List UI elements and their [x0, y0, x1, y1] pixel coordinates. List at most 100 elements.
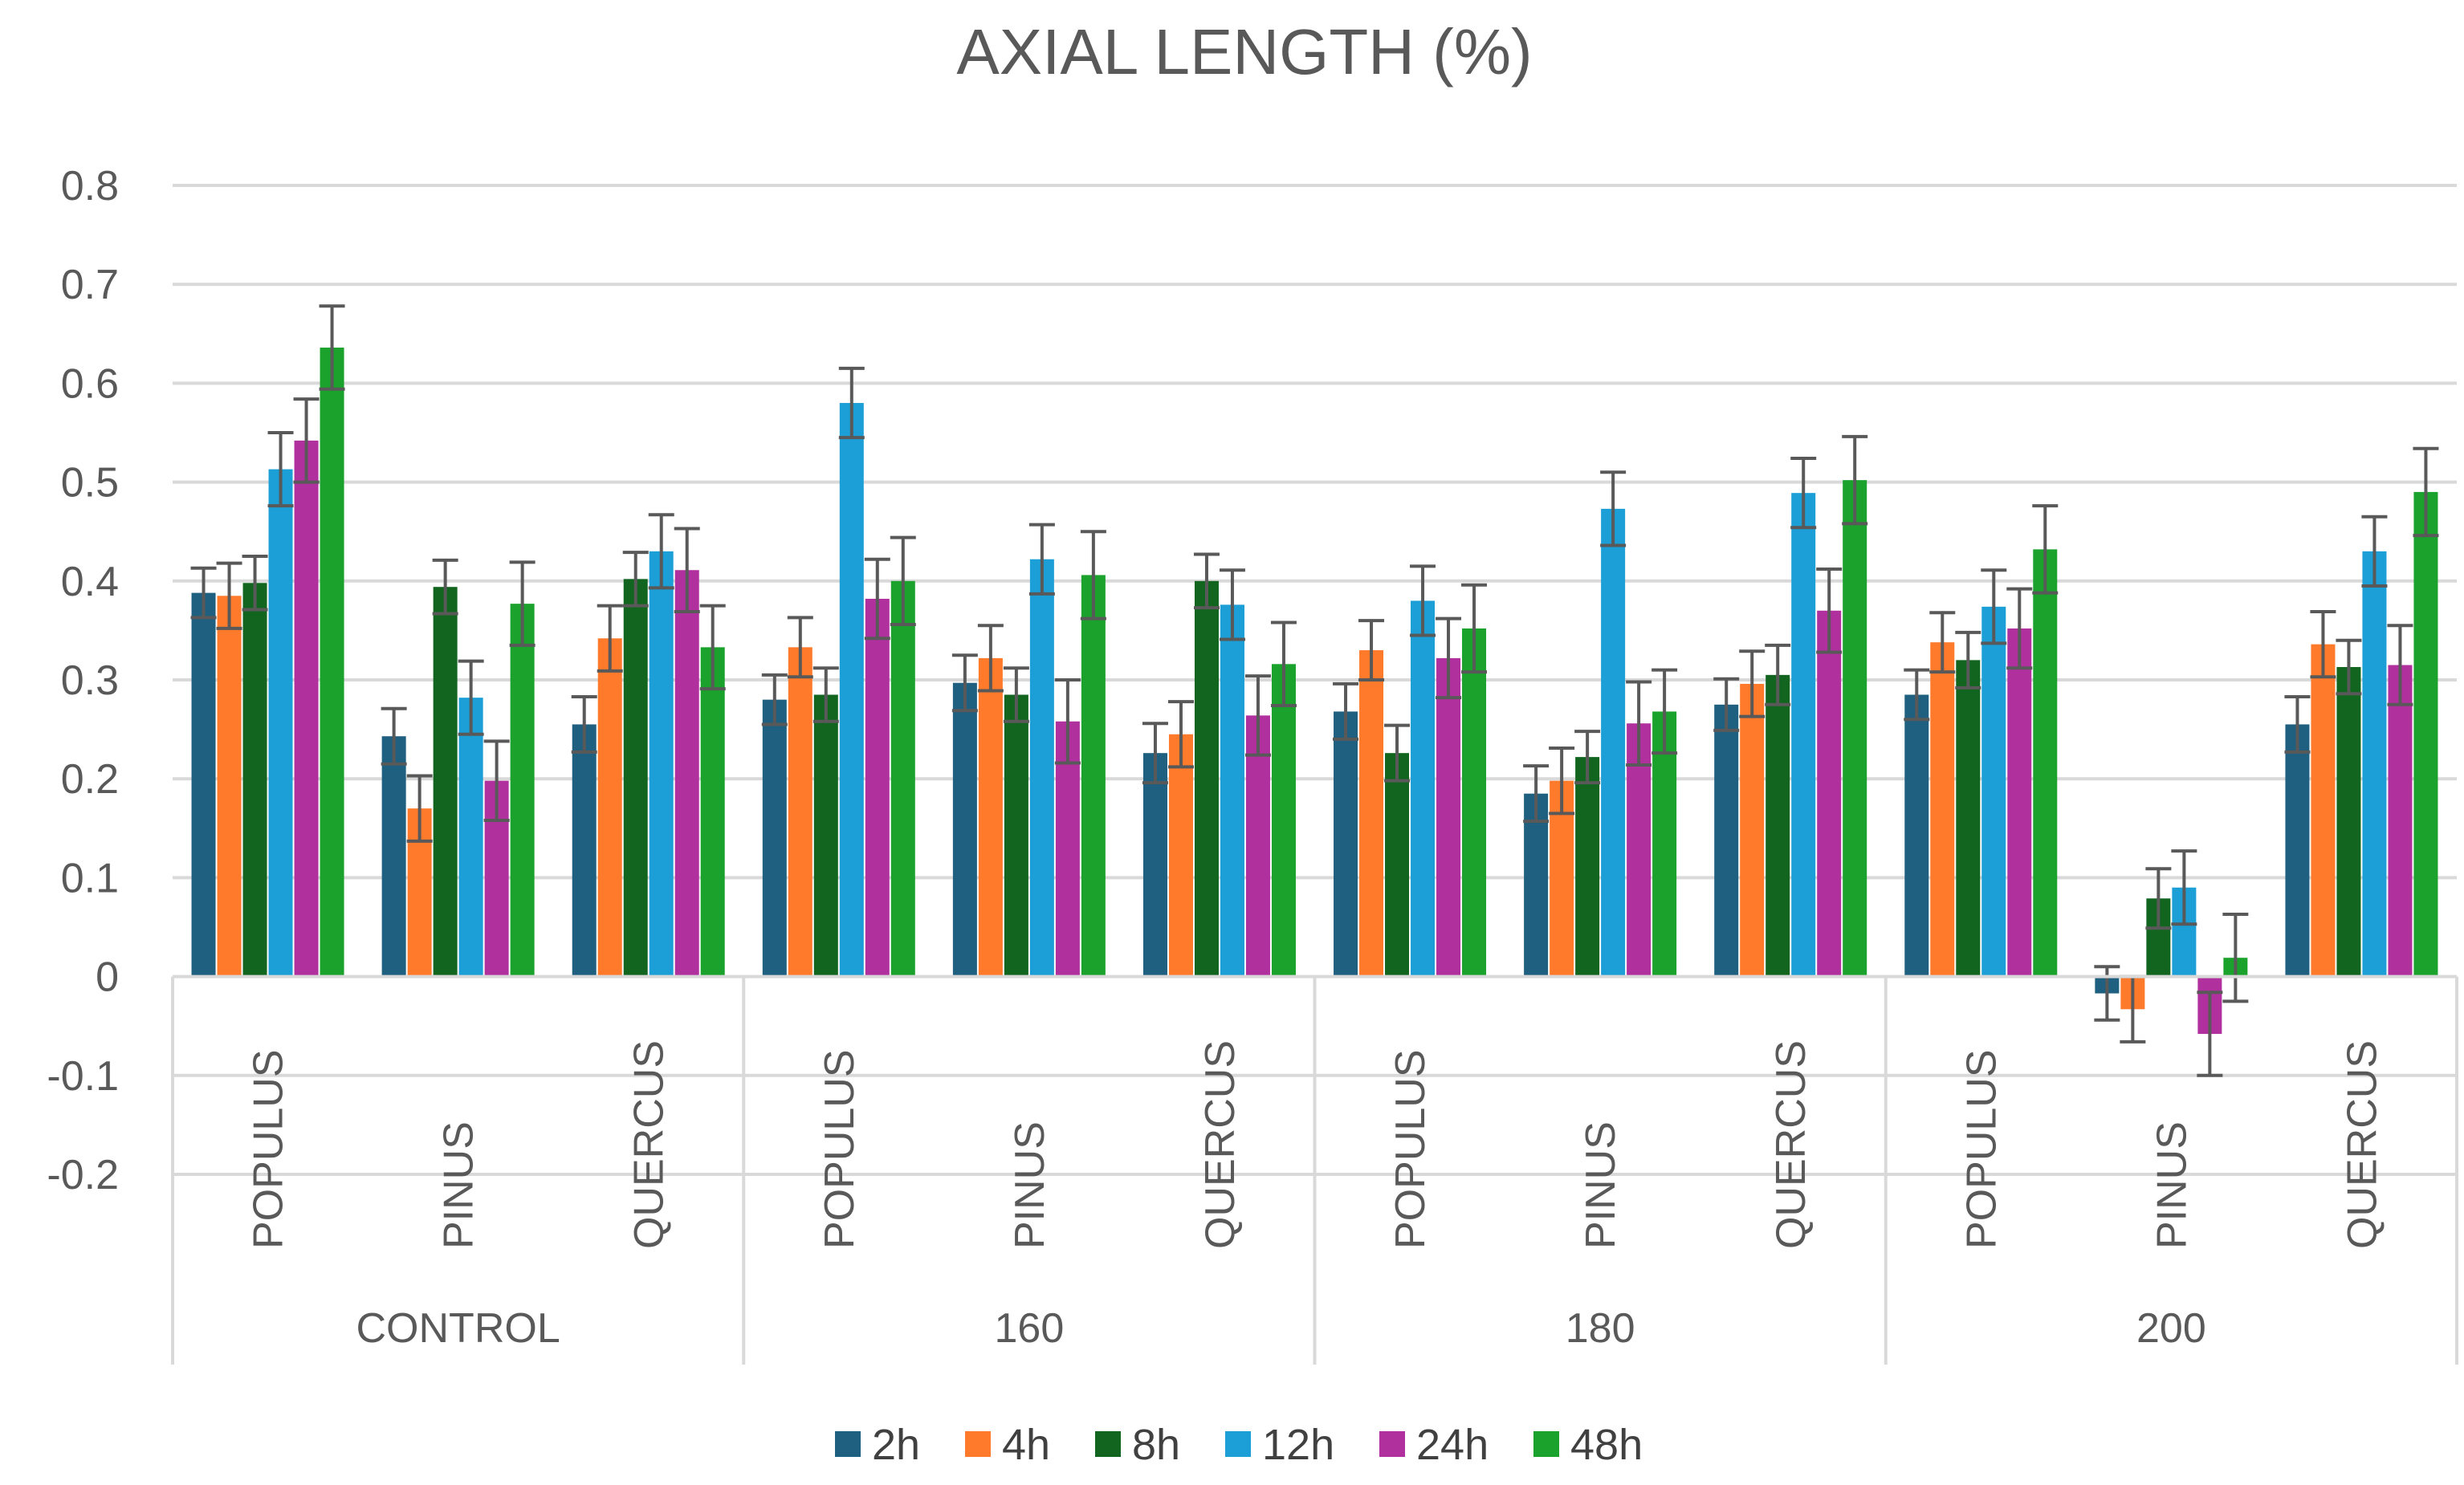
- legend-swatch-12h: [1225, 1431, 1251, 1457]
- bar-48h: [1462, 628, 1487, 977]
- bar-2h: [1714, 704, 1739, 977]
- x-tick-label: POPULUS: [1387, 1049, 1434, 1249]
- bar-12h: [839, 403, 864, 977]
- bar-48h: [320, 348, 344, 977]
- legend-swatch-24h: [1379, 1431, 1405, 1457]
- y-tick-label: 0.5: [61, 460, 119, 507]
- legend-swatch-48h: [1533, 1431, 1559, 1457]
- bar-8h: [1956, 660, 1981, 977]
- y-tick-label: 0.8: [61, 163, 119, 210]
- bar-12h: [1601, 508, 1626, 977]
- bar-24h: [1436, 657, 1461, 977]
- bar-4h: [1740, 683, 1765, 977]
- x-tick-label: QUERCUS: [1768, 1040, 1814, 1249]
- bar-12h: [1411, 600, 1436, 977]
- group-label: 160: [994, 1305, 1064, 1352]
- group-label: CONTROL: [356, 1305, 560, 1352]
- x-tick-label: PINUS: [1007, 1121, 1053, 1249]
- bar-4h: [597, 638, 622, 977]
- bar-24h: [294, 440, 319, 977]
- bar-8h: [1194, 580, 1219, 977]
- bar-24h: [1245, 715, 1270, 977]
- bar-48h: [1652, 711, 1677, 977]
- bar-8h: [1766, 674, 1790, 977]
- bar-12h: [2362, 551, 2387, 977]
- group-label: 180: [1566, 1305, 1635, 1352]
- bar-2h: [1904, 694, 1929, 977]
- legend-label: 12h: [1262, 1421, 1334, 1469]
- legend-label: 4h: [1002, 1421, 1050, 1469]
- bar-12h: [1791, 493, 1816, 977]
- bar-4h: [1930, 642, 1955, 977]
- x-tick-label: PINUS: [1578, 1121, 1624, 1249]
- y-tick-label: 0: [96, 954, 119, 1001]
- x-tick-label: QUERCUS: [2339, 1040, 2385, 1249]
- bar-8h: [242, 583, 267, 977]
- bar-8h: [623, 579, 648, 977]
- bar-8h: [1385, 753, 1410, 977]
- bar-8h: [813, 694, 838, 977]
- bar-8h: [2336, 666, 2361, 977]
- x-tick-label: QUERCUS: [1197, 1040, 1244, 1249]
- bar-24h: [2388, 665, 2413, 977]
- bar-4h: [217, 596, 242, 977]
- error-bars: [190, 304, 2439, 1077]
- bar-12h: [268, 469, 293, 977]
- legend-label: 2h: [872, 1421, 920, 1469]
- bar-2h: [1142, 753, 1167, 977]
- bar-4h: [2311, 644, 2336, 977]
- bar-8h: [433, 587, 458, 977]
- bar-8h: [1575, 757, 1600, 977]
- bar-2h: [1524, 793, 1549, 977]
- x-axis: POPULUS PINUS QUERCUS POPULUS PINUS QUERCUS PO…: [171, 974, 2458, 1365]
- legend-label: 24h: [1416, 1421, 1489, 1469]
- bar-48h: [700, 647, 725, 977]
- y-tick-label: 0.3: [61, 657, 119, 704]
- bar-4h: [1359, 650, 1384, 977]
- bar-48h: [510, 604, 535, 977]
- bar-24h: [674, 570, 699, 977]
- bar-8h: [1004, 694, 1028, 977]
- bar-4h: [788, 647, 813, 977]
- bar-2h: [191, 592, 216, 977]
- x-tick-label: PINUS: [436, 1121, 483, 1249]
- bar-24h: [1817, 610, 1842, 977]
- y-tick-label: -0.1: [47, 1053, 119, 1100]
- legend-label: 8h: [1132, 1421, 1180, 1469]
- bar-2h: [952, 682, 977, 977]
- bar-48h: [890, 580, 915, 977]
- bars: [191, 348, 2438, 1035]
- legend-swatch-2h: [835, 1431, 861, 1457]
- bar-48h: [1081, 575, 1106, 977]
- bar-2h: [572, 724, 597, 977]
- x-tick-label: POPULUS: [817, 1049, 863, 1249]
- legend: 2h 4h 8h 12h 24h 48h: [835, 1421, 1643, 1469]
- x-tick-label: PINUS: [2148, 1121, 2195, 1249]
- y-tick-label: 0.4: [61, 559, 119, 605]
- x-tick-label: QUERCUS: [626, 1040, 673, 1249]
- bar-24h: [2007, 628, 2032, 977]
- legend-label: 48h: [1570, 1421, 1643, 1469]
- bar-2h: [381, 736, 406, 977]
- bar-12h: [1029, 559, 1054, 977]
- x-tick-label: POPULUS: [246, 1049, 292, 1249]
- bar-2h: [2285, 724, 2310, 977]
- bar-48h: [1843, 480, 1867, 977]
- x-tick-label: POPULUS: [1958, 1049, 2005, 1249]
- y-axis-ticks: 0.8 0.7 0.6 0.5 0.4 0.3 0.2 0.1 0 -0.1 -0.2: [47, 163, 119, 1198]
- y-tick-label: 0.7: [61, 262, 119, 308]
- chart-title: AXIAL LENGTH (%): [956, 16, 1532, 87]
- y-tick-label: 0.2: [61, 756, 119, 803]
- bar-12h: [458, 698, 483, 977]
- y-tick-label: 0.6: [61, 360, 119, 407]
- y-tick-label: 0.1: [61, 855, 119, 901]
- legend-swatch-4h: [965, 1431, 991, 1457]
- bar-48h: [2033, 549, 2058, 977]
- bar-4h: [1168, 734, 1193, 977]
- bar-24h: [865, 598, 890, 977]
- bar-12h: [1981, 606, 2006, 977]
- bar-48h: [1271, 664, 1296, 977]
- bar-12h: [649, 551, 674, 977]
- y-tick-label: -0.2: [47, 1152, 119, 1198]
